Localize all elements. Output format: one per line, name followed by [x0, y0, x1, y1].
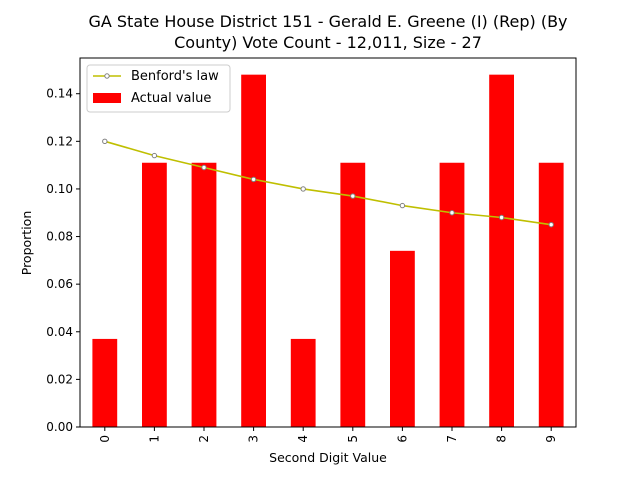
- chart-title-line-2: County) Vote Count - 12,011, Size - 27: [174, 33, 482, 52]
- bar-digit-4: [290, 338, 316, 427]
- x-tick-label: 4: [296, 435, 310, 443]
- y-tick-label: 0.02: [46, 372, 73, 386]
- benford-point-2: [201, 164, 207, 171]
- x-tick-label: 8: [495, 435, 509, 443]
- x-tick-label: 1: [147, 435, 161, 443]
- benford-point-0: [102, 138, 108, 145]
- x-tick-label: 5: [346, 435, 360, 443]
- y-tick-label: 0.06: [46, 277, 73, 291]
- benford-point-3: [250, 176, 257, 183]
- benford-point-4: [300, 186, 306, 192]
- y-tick-label: 0.00: [46, 420, 73, 434]
- y-axis: 0.00 0.02 0.04 0.06 0.08 0.10 0.12 0.14: [46, 87, 80, 434]
- bar-digit-5: [340, 162, 366, 427]
- legend-actual-swatch: [93, 93, 121, 103]
- plot-frame: [79, 57, 577, 428]
- y-axis-label: Proportion: [19, 211, 34, 276]
- legend-benford-label: Benford's law: [131, 69, 219, 84]
- y-tick-label: 0.12: [46, 134, 73, 148]
- benford-point-1: [151, 152, 158, 159]
- bar-digit-9: [538, 162, 564, 427]
- y-tick-label: 0.04: [46, 325, 73, 339]
- x-tick-label: 2: [197, 435, 211, 443]
- x-tick-label: 7: [445, 435, 459, 443]
- benford-line-series: [102, 138, 554, 228]
- x-tick-label: 0: [98, 435, 112, 443]
- bar-series: [92, 74, 564, 427]
- chart-title-line-1: GA State House District 151 - Gerald E. …: [88, 12, 567, 31]
- legend-box: [86, 64, 231, 113]
- benford-point-7: [449, 210, 455, 216]
- legend-benford-marker: [104, 73, 110, 79]
- bar-digit-0: [92, 338, 118, 427]
- y-tick-label: 0.14: [46, 87, 73, 101]
- bar-digit-1: [142, 162, 167, 427]
- x-tick-label: 6: [395, 435, 409, 443]
- x-axis: 0 1 2 3 4 5 6 7 8 9: [98, 427, 558, 443]
- legend: Benford's law Actual value: [86, 64, 231, 113]
- x-axis-label: Second Digit Value: [269, 450, 387, 465]
- y-tick-label: 0.10: [46, 182, 73, 196]
- benford-line: [104, 140, 552, 226]
- legend-actual-label: Actual value: [131, 91, 211, 106]
- x-tick-label: 9: [544, 435, 558, 443]
- benford-point-8: [498, 214, 505, 221]
- bar-digit-6: [390, 250, 415, 427]
- bar-digit-3: [241, 74, 266, 427]
- bar-digit-7: [439, 162, 465, 427]
- benford-point-6: [399, 202, 406, 209]
- benford-point-9: [548, 221, 554, 228]
- benford-point-5: [350, 193, 356, 199]
- bar-digit-8: [489, 74, 514, 427]
- bar-digit-2: [191, 162, 217, 427]
- x-tick-label: 3: [247, 435, 261, 443]
- y-tick-label: 0.08: [46, 230, 73, 244]
